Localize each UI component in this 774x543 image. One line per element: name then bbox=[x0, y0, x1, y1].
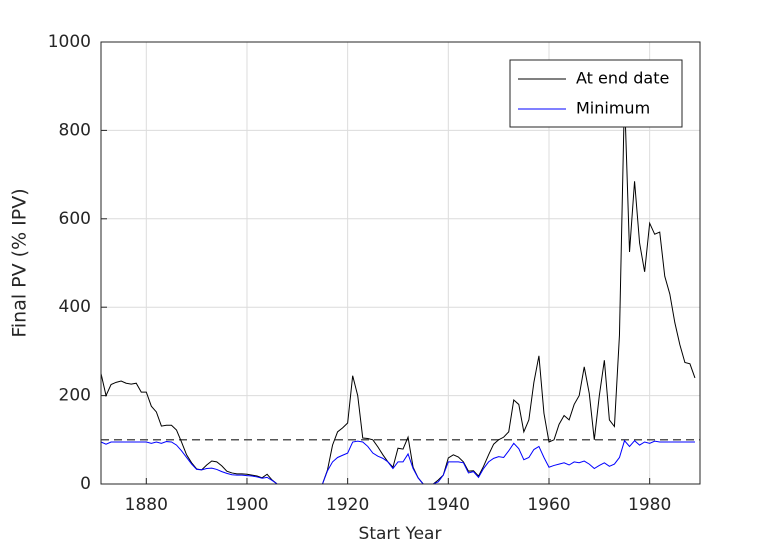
legend-label: Minimum bbox=[576, 99, 650, 118]
x-axis-label: Start Year bbox=[359, 524, 442, 543]
x-tick-label: 1900 bbox=[225, 495, 268, 515]
legend-label: At end date bbox=[576, 69, 669, 88]
y-tick-label: 1000 bbox=[48, 32, 91, 52]
x-tick-label: 1980 bbox=[628, 495, 671, 515]
x-tick-label: 1940 bbox=[427, 495, 470, 515]
legend: At end date Minimum bbox=[509, 59, 683, 128]
x-tick-label: 1880 bbox=[125, 495, 168, 515]
legend-box bbox=[509, 59, 683, 128]
y-tick-label: 200 bbox=[59, 386, 91, 406]
y-tick-label: 800 bbox=[59, 120, 91, 140]
y-tick-label: 0 bbox=[80, 474, 91, 494]
y-axis-label: Final PV (% IPV) bbox=[9, 188, 31, 337]
x-tick-label: 1920 bbox=[326, 495, 369, 515]
series-line bbox=[100, 439, 695, 485]
x-tick-label: 1960 bbox=[527, 495, 570, 515]
y-tick-label: 600 bbox=[59, 209, 91, 229]
y-tick-label: 400 bbox=[59, 297, 91, 317]
axes-box bbox=[100, 41, 701, 485]
